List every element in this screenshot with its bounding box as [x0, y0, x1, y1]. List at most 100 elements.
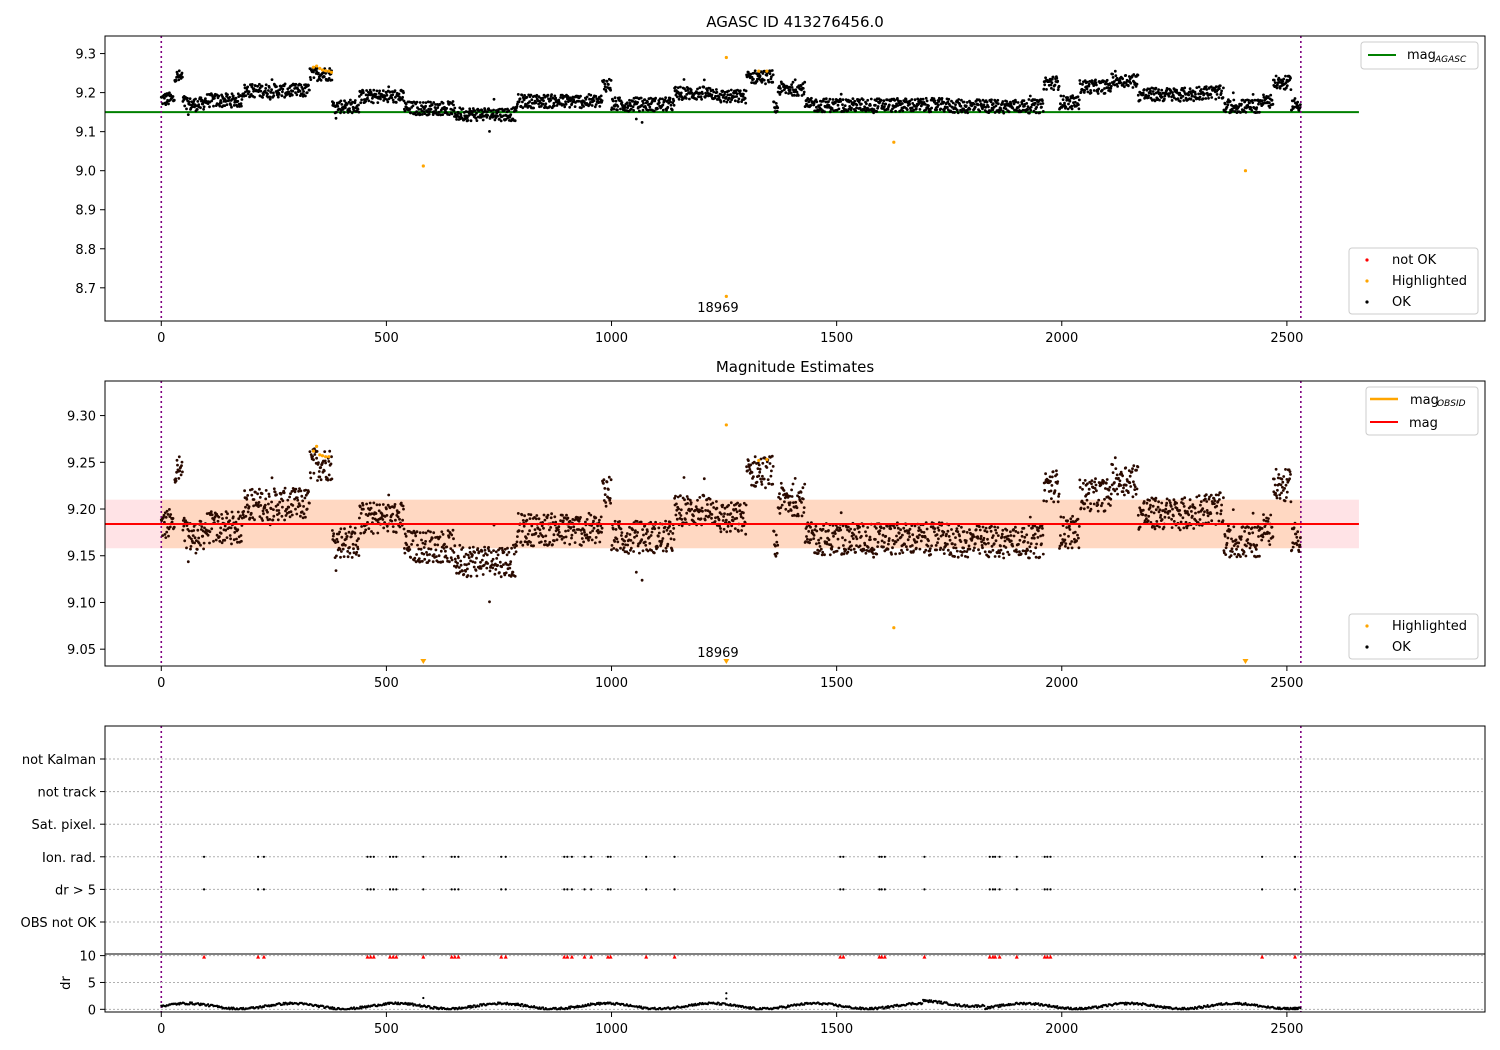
ok-point	[872, 111, 875, 115]
ok-point	[262, 93, 265, 96]
ok-point	[706, 503, 709, 506]
ok-point	[1260, 99, 1264, 103]
ok-point	[350, 556, 354, 559]
ok-point	[359, 512, 363, 515]
ok-point	[512, 552, 516, 556]
ok-point	[434, 548, 438, 552]
ok-point	[294, 91, 297, 94]
ok-point	[376, 531, 380, 535]
ok-point	[530, 524, 534, 528]
ok-point	[738, 89, 742, 93]
ok-point	[757, 463, 761, 467]
ok-point	[230, 92, 234, 96]
ok-point	[592, 99, 596, 102]
ok-point	[489, 109, 493, 113]
ok-point	[1029, 105, 1033, 109]
ok-point	[201, 102, 205, 106]
ok-point	[259, 89, 263, 93]
ok-point	[421, 531, 425, 534]
ok-point	[960, 525, 963, 529]
ok-point	[172, 525, 176, 529]
ok-point	[534, 531, 538, 535]
ok-point	[551, 543, 554, 546]
ok-point	[528, 517, 532, 520]
ok-point	[1249, 106, 1253, 110]
ok-point	[429, 100, 432, 104]
ok-point	[887, 537, 891, 540]
ok-point	[768, 72, 772, 75]
ok-point	[495, 557, 499, 560]
ok-point	[628, 98, 631, 102]
ok-point	[742, 92, 745, 96]
ok-point	[197, 536, 201, 540]
ok-point	[675, 95, 679, 99]
ok-point	[413, 556, 417, 560]
ok-point	[1028, 556, 1031, 560]
ok-point	[1214, 493, 1218, 497]
ok-point	[489, 551, 493, 554]
ok-point	[1048, 475, 1052, 479]
ok-point	[984, 105, 988, 109]
legend-mag-agasc-label: mag	[1407, 48, 1436, 63]
ok-point	[1057, 84, 1061, 88]
ok-point	[776, 543, 780, 547]
ok-point	[474, 569, 478, 572]
ok-point	[1070, 107, 1074, 111]
ok-point	[1166, 512, 1170, 515]
ok-point	[358, 95, 361, 98]
ok-point	[757, 474, 761, 478]
ok-point	[1097, 498, 1101, 502]
ok-point	[1044, 472, 1047, 476]
ok-point	[1049, 83, 1053, 87]
ok-point	[728, 97, 731, 100]
ok-point	[802, 506, 806, 509]
ok-point	[746, 469, 749, 473]
ok-point	[987, 541, 990, 545]
ok-point	[950, 99, 953, 103]
ok-point	[224, 100, 228, 103]
ok-point	[277, 509, 281, 512]
ok-point	[182, 516, 186, 520]
ok-point	[452, 551, 456, 554]
ok-point	[244, 94, 248, 97]
ok-point	[231, 515, 235, 519]
ok-point	[803, 80, 807, 84]
ok-point	[225, 536, 229, 539]
ok-point	[181, 470, 184, 474]
ok-point	[1121, 474, 1124, 478]
ok-point	[647, 535, 651, 539]
ok-point	[1067, 534, 1070, 538]
ok-point	[953, 555, 956, 558]
ok-point	[1253, 98, 1257, 102]
ok-point	[162, 513, 166, 517]
ok-point	[976, 103, 980, 107]
ok-point	[353, 99, 357, 102]
ok-point	[1207, 497, 1211, 501]
ok-point	[458, 106, 462, 110]
ok-point	[719, 527, 722, 530]
ok-point	[171, 95, 175, 98]
ok-point	[315, 450, 319, 453]
ok-point	[924, 96, 928, 100]
ok-point	[290, 513, 294, 517]
ok-point	[913, 524, 917, 528]
ok-point	[1169, 505, 1173, 508]
ok-point	[1077, 107, 1081, 111]
ok-point	[679, 91, 683, 95]
ok-point	[646, 549, 650, 553]
ok-point	[719, 530, 723, 534]
ok-point	[648, 105, 652, 109]
ok-point	[1009, 530, 1012, 534]
ok-point	[896, 538, 900, 542]
ok-point	[962, 530, 966, 533]
ok-point	[746, 75, 749, 79]
ok-point	[1188, 498, 1192, 502]
ok-point	[232, 538, 236, 542]
ok-point	[670, 549, 674, 552]
ok-point	[918, 533, 921, 537]
ok-point	[1156, 505, 1160, 509]
ok-point	[1213, 502, 1216, 505]
ok-point	[682, 476, 686, 479]
ok-point	[360, 525, 363, 528]
ok-point	[643, 540, 647, 544]
